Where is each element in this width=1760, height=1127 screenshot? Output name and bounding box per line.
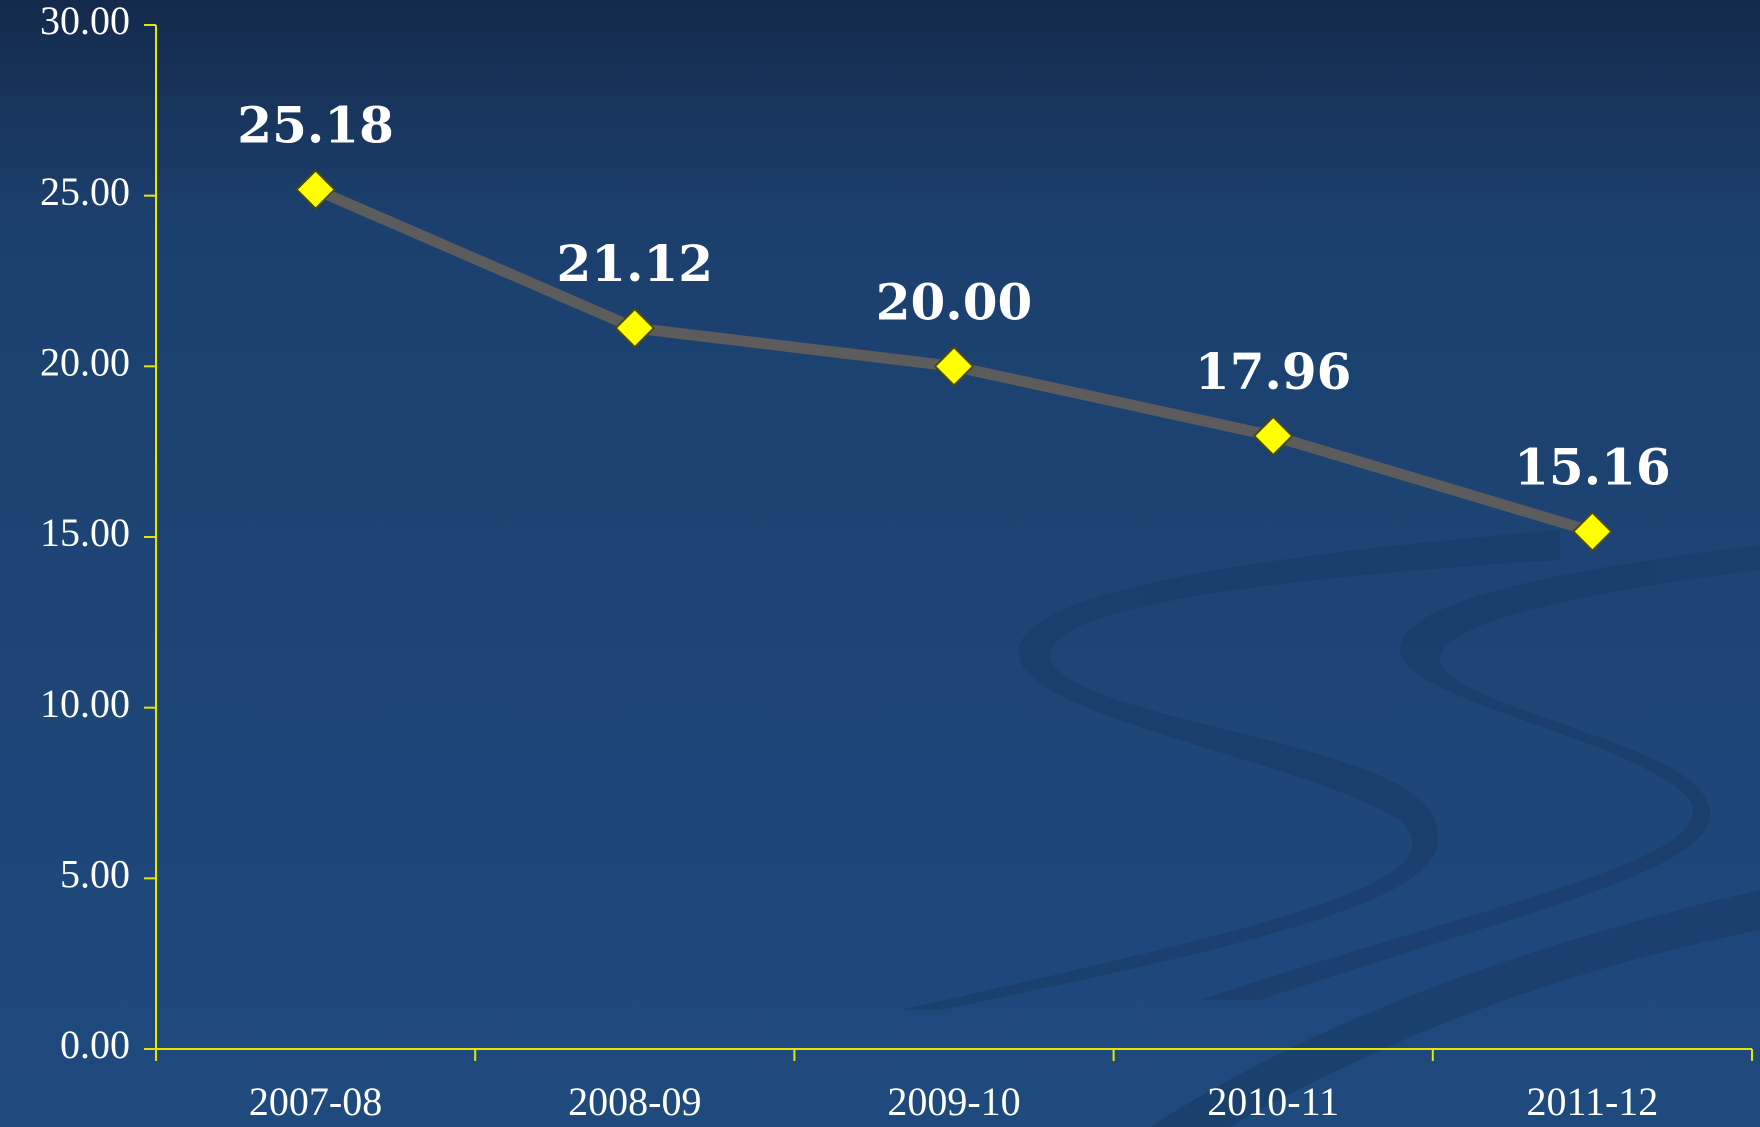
y-tick-label: 20.00 [40,340,130,385]
y-tick-label: 5.00 [60,852,130,897]
x-tick-label: 2008-09 [568,1079,701,1124]
data-label: 21.12 [557,234,714,293]
x-tick-label: 2010-11 [1207,1079,1339,1124]
data-label: 17.96 [1195,342,1352,401]
x-tick-label: 2009-10 [887,1079,1020,1124]
marker [933,345,975,387]
x-tick-label: 2011-12 [1526,1079,1658,1124]
marker [614,307,656,349]
marker [1571,511,1613,552]
y-tick-label: 30.00 [40,0,130,43]
y-tick-label: 10.00 [40,681,130,726]
decoration [900,530,1760,1127]
data-label: 20.00 [876,272,1033,331]
data-label: 15.16 [1514,438,1671,497]
y-tick-label: 15.00 [40,510,130,555]
marker [295,169,337,210]
marker [1252,415,1294,457]
y-tick-label: 0.00 [60,1022,130,1067]
x-tick-label: 2007-08 [249,1079,382,1124]
data-label: 25.18 [237,96,394,155]
y-tick-label: 25.00 [40,169,130,214]
